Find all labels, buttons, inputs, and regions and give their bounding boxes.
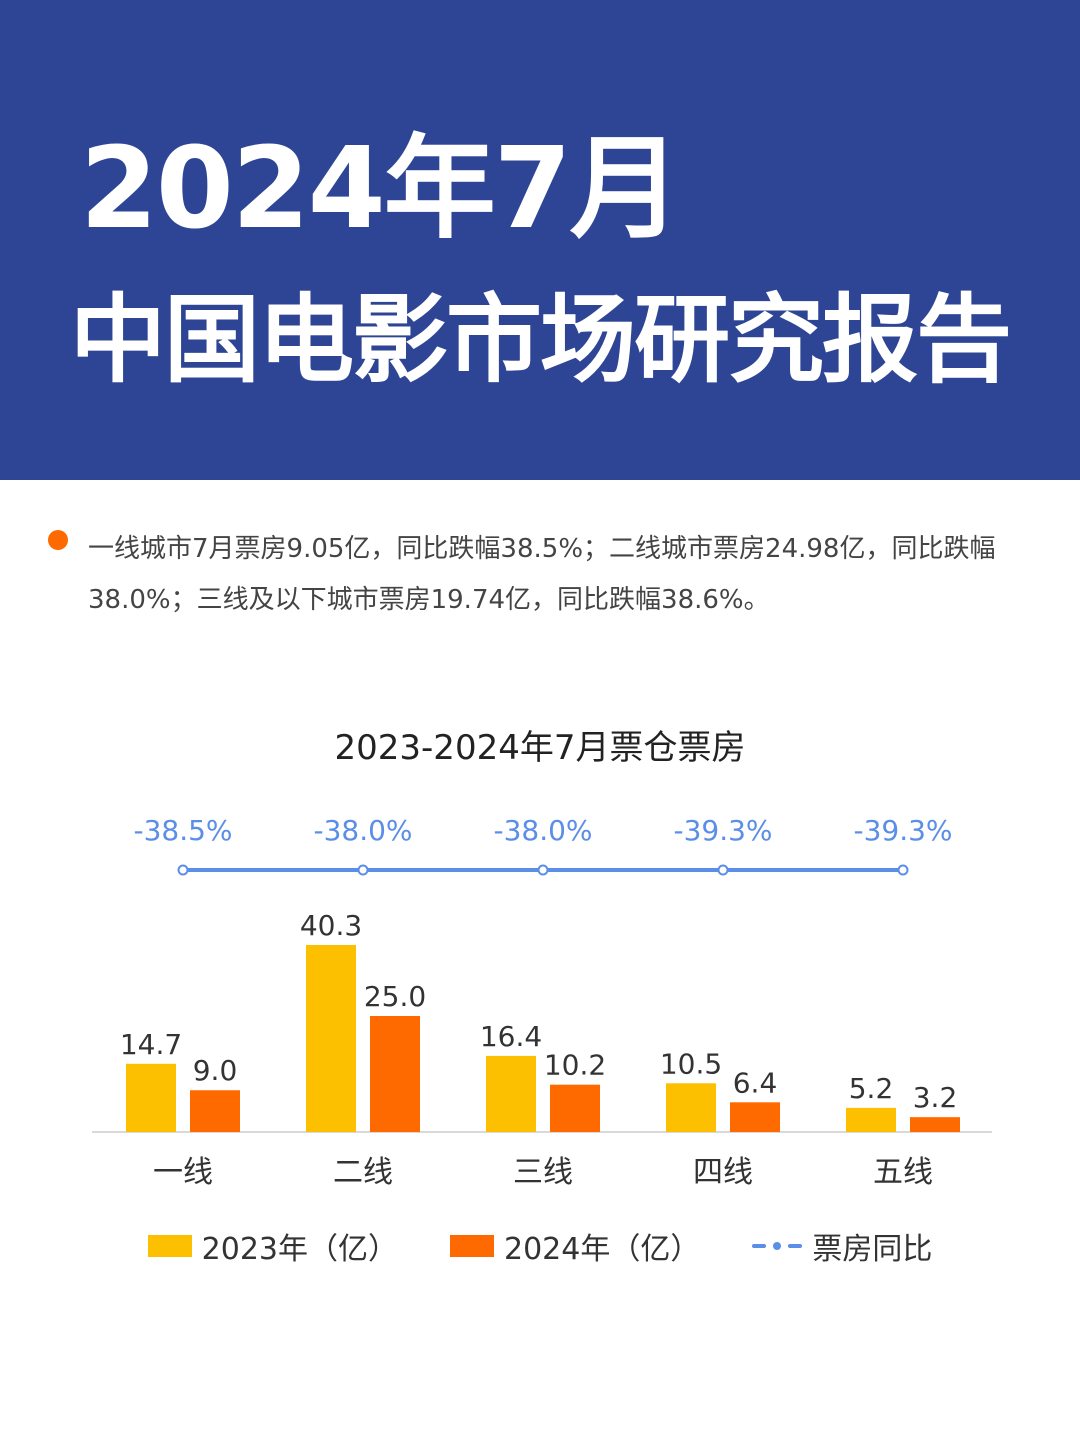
bar-2023-3 [666, 1083, 716, 1132]
data-label-2024-3: 6.4 [733, 1066, 778, 1099]
data-label-2024-2: 10.2 [544, 1049, 606, 1082]
legend-label-yoy: 票房同比 [812, 1232, 933, 1267]
legend-swatch-2024 [450, 1235, 494, 1257]
report-header: 2024年7月 中国电影市场研究报告 [0, 0, 1080, 480]
data-label-2023-4: 5.2 [849, 1072, 894, 1105]
bullet-dot [48, 530, 68, 550]
yoy-point-3 [717, 864, 729, 876]
yoy-point-0 [177, 864, 189, 876]
x-tick-label-1: 二线 [333, 1155, 393, 1190]
summary-text: 一线城市7月票房9.05亿，同比跌幅38.5%；二线城市票房24.98亿，同比跌… [88, 534, 996, 615]
yoy-point-2 [537, 864, 549, 876]
bar-2024-3 [730, 1102, 780, 1132]
legend-item-2024: 2024年（亿） [450, 1224, 700, 1268]
bar-2024-1 [370, 1015, 420, 1132]
yoy-label-2: -38.0% [493, 814, 592, 847]
bar-2024-2 [550, 1084, 600, 1132]
yoy-label-4: -39.3% [853, 814, 952, 847]
data-label-2023-3: 10.5 [660, 1047, 722, 1080]
bar-2024-4 [910, 1117, 960, 1132]
bar-2023-0 [126, 1063, 176, 1132]
yoy-label-3: -39.3% [673, 814, 772, 847]
data-label-2023-2: 16.4 [480, 1020, 542, 1053]
report-title: 中国电影市场研究报告 [70, 284, 1012, 396]
legend-label-2023: 2023年（亿） [201, 1232, 398, 1267]
bar-2023-4 [846, 1107, 896, 1132]
legend-label-2024: 2024年（亿） [504, 1232, 701, 1267]
x-tick-label-3: 四线 [693, 1155, 753, 1190]
bar-2023-2 [486, 1055, 536, 1132]
chart-legend: 2023年（亿） 2024年（亿） 票房同比 [0, 1224, 1080, 1268]
data-label-2024-1: 25.0 [364, 980, 426, 1013]
yoy-label-1: -38.0% [313, 814, 412, 847]
data-label-2024-0: 9.0 [193, 1054, 238, 1087]
legend-line-icon [752, 1235, 803, 1257]
legend-swatch-2023 [147, 1235, 192, 1257]
data-label-2023-0: 14.7 [120, 1028, 182, 1061]
bar-2023-1 [306, 945, 356, 1132]
yoy-point-1 [357, 864, 369, 876]
bar-2024-0 [190, 1090, 240, 1132]
yoy-label-0: -38.5% [133, 814, 232, 847]
x-tick-label-4: 五线 [873, 1155, 933, 1190]
x-tick-label-0: 一线 [153, 1155, 213, 1190]
yoy-point-4 [897, 864, 909, 876]
legend-item-2023: 2023年（亿） [147, 1224, 398, 1268]
data-label-2024-4: 3.2 [913, 1081, 958, 1114]
data-label-2023-1: 40.3 [300, 909, 362, 942]
legend-item-yoy: 票房同比 [752, 1224, 932, 1268]
x-tick-label-2: 三线 [513, 1155, 573, 1190]
report-title-year-month: 2024年7月 [80, 124, 682, 254]
chart-title: 2023-2024年7月票仓票房 [334, 728, 746, 768]
